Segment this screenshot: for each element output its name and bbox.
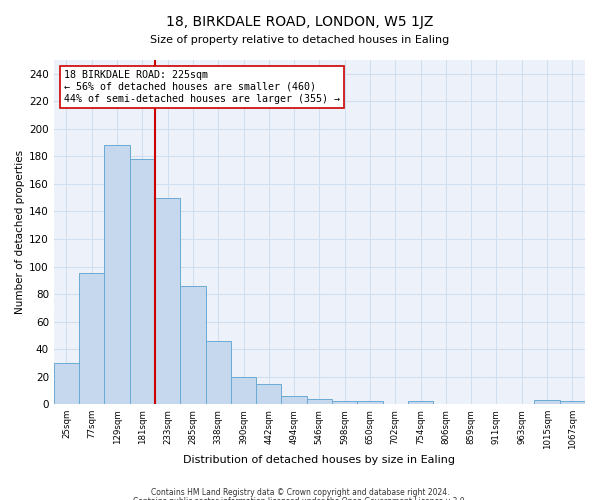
Bar [332,402,358,404]
Bar [408,402,433,404]
Bar [256,384,281,404]
Text: Contains HM Land Registry data © Crown copyright and database right 2024.: Contains HM Land Registry data © Crown c… [151,488,449,497]
X-axis label: Distribution of detached houses by size in Ealing: Distribution of detached houses by size … [184,455,455,465]
Bar [180,286,206,404]
Text: Size of property relative to detached houses in Ealing: Size of property relative to detached ho… [151,35,449,45]
Bar [560,402,585,404]
Bar [206,341,231,404]
Bar [155,198,180,404]
Bar [54,363,79,404]
Bar [104,146,130,404]
Bar [307,398,332,404]
Bar [231,376,256,404]
Text: 18, BIRKDALE ROAD, LONDON, W5 1JZ: 18, BIRKDALE ROAD, LONDON, W5 1JZ [166,15,434,29]
Y-axis label: Number of detached properties: Number of detached properties [15,150,25,314]
Text: Contains public sector information licensed under the Open Government Licence v : Contains public sector information licen… [133,498,467,500]
Bar [281,396,307,404]
Bar [358,402,383,404]
Bar [79,274,104,404]
Bar [535,400,560,404]
Bar [130,159,155,404]
Text: 18 BIRKDALE ROAD: 225sqm
← 56% of detached houses are smaller (460)
44% of semi-: 18 BIRKDALE ROAD: 225sqm ← 56% of detach… [64,70,340,104]
